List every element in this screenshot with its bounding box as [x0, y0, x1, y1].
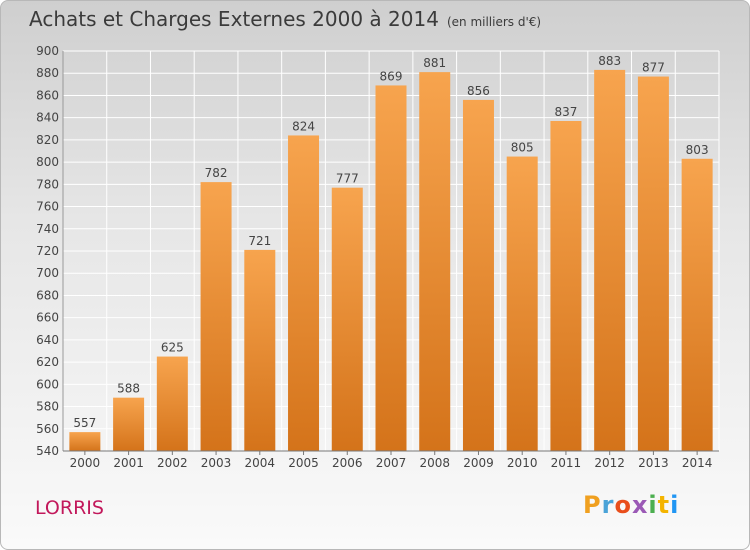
y-tick-label: 620 — [36, 355, 59, 369]
chart-title: Achats et Charges Externes 2000 à 2014 (e… — [29, 7, 541, 31]
x-tick-label: 2011 — [551, 456, 582, 470]
y-tick-label: 680 — [36, 288, 59, 302]
x-tick-label: 2001 — [113, 456, 144, 470]
y-tick-label: 640 — [36, 333, 59, 347]
y-tick-label: 560 — [36, 422, 59, 436]
bar — [288, 135, 320, 451]
bar — [244, 249, 276, 451]
data-label: 625 — [161, 341, 184, 355]
x-tick-label: 2008 — [419, 456, 450, 470]
data-label: 881 — [423, 56, 446, 70]
bar — [331, 187, 363, 451]
x-tick-label: 2009 — [463, 456, 494, 470]
x-axis: 2000 2001 2002 2003 2004 2005 2006 2007 2008 2009… — [63, 450, 719, 470]
y-tick-label: 760 — [36, 200, 59, 214]
bars: 557 588 625 782 721 824 777 869 881 856 805 837 883 8… — [69, 54, 713, 452]
bar — [156, 356, 188, 451]
x-tick-label: 2003 — [201, 456, 232, 470]
y-tick-label: 900 — [36, 44, 59, 58]
y-tick-label: 880 — [36, 66, 59, 80]
bar — [200, 182, 232, 451]
y-tick-label: 580 — [36, 400, 59, 414]
y-tick-label: 700 — [36, 266, 59, 280]
y-tick-label: 740 — [36, 222, 59, 236]
data-label: 824 — [292, 119, 315, 133]
bar — [419, 72, 451, 451]
data-label: 883 — [598, 54, 621, 68]
bar — [375, 85, 407, 451]
chart-unit: (en milliers d'€) — [446, 15, 542, 29]
data-label: 782 — [205, 166, 228, 180]
bar — [594, 69, 626, 451]
proxiti-logo: Proxiti — [583, 491, 680, 519]
x-tick-label: 2013 — [638, 456, 669, 470]
y-tick-label: 660 — [36, 311, 59, 325]
data-label: 777 — [336, 172, 359, 186]
bar — [69, 432, 101, 451]
y-tick-label: 600 — [36, 377, 59, 391]
x-tick-label: 2005 — [288, 456, 319, 470]
bar — [462, 99, 494, 451]
y-tick-label: 800 — [36, 155, 59, 169]
bar — [550, 121, 582, 451]
x-tick-label: 2000 — [70, 456, 101, 470]
x-tick-label: 2012 — [594, 456, 625, 470]
chart-title-text: Achats et Charges Externes 2000 à 2014 — [29, 7, 439, 31]
data-label: 803 — [686, 143, 709, 157]
y-tick-label: 780 — [36, 177, 59, 191]
data-label: 557 — [73, 416, 96, 430]
y-axis: 540 560 580 600 620 640 660 680 700 720 740 760 780 8… — [36, 44, 64, 458]
y-tick-label: 820 — [36, 133, 59, 147]
data-label: 837 — [554, 105, 577, 119]
data-label: 877 — [642, 61, 665, 75]
data-label: 588 — [117, 382, 140, 396]
data-label: 869 — [380, 69, 403, 83]
x-tick-label: 2014 — [682, 456, 713, 470]
data-label: 805 — [511, 141, 534, 155]
x-tick-label: 2006 — [332, 456, 363, 470]
data-label: 856 — [467, 84, 490, 98]
y-tick-label: 840 — [36, 111, 59, 125]
bar — [637, 76, 669, 452]
x-tick-label: 2007 — [376, 456, 407, 470]
y-tick-label: 720 — [36, 244, 59, 258]
y-tick-label: 540 — [36, 444, 59, 458]
x-tick-label: 2004 — [245, 456, 276, 470]
y-tick-label: 860 — [36, 88, 59, 102]
bar — [113, 397, 145, 451]
x-tick-label: 2002 — [157, 456, 188, 470]
bar — [681, 158, 713, 451]
bar — [506, 156, 538, 452]
data-label: 721 — [248, 234, 271, 248]
x-tick-label: 2010 — [507, 456, 538, 470]
place-name: LORRIS — [35, 497, 104, 519]
